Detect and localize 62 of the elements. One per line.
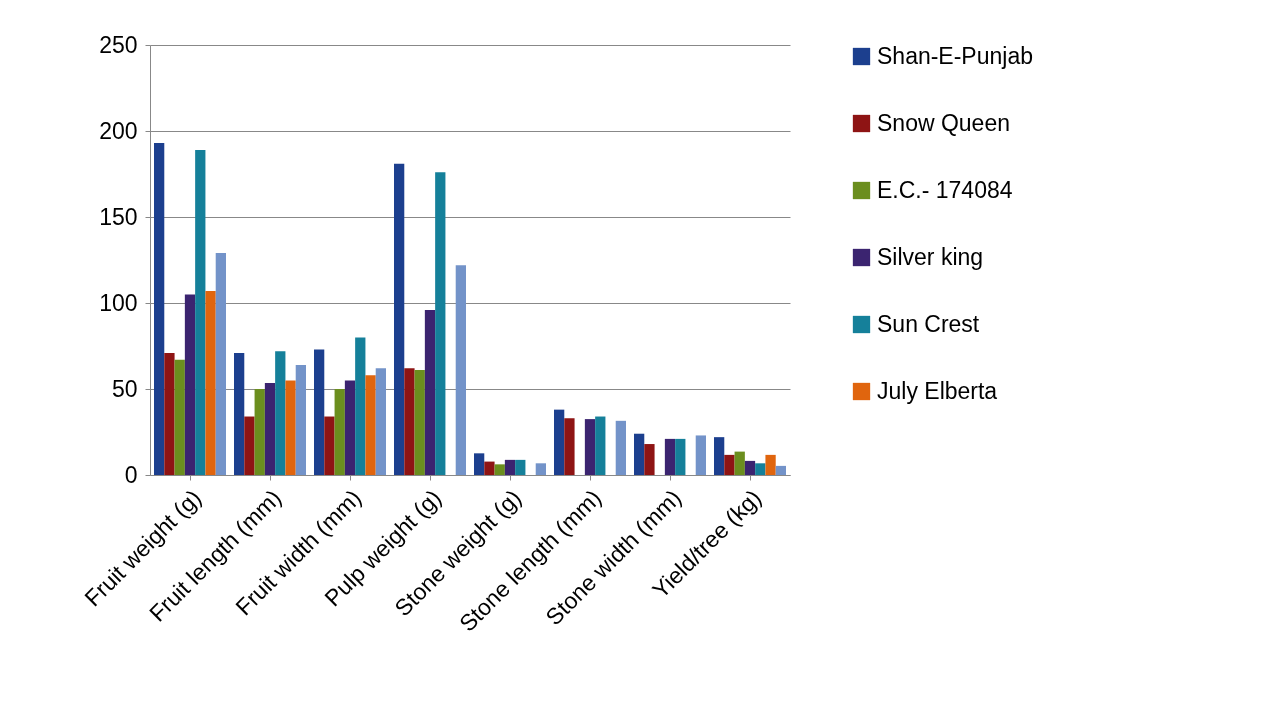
bar	[695, 435, 706, 475]
bar	[334, 389, 345, 475]
bar	[744, 460, 756, 475]
bar	[675, 438, 686, 475]
bar	[154, 143, 165, 475]
bar	[244, 416, 255, 475]
y-tick-label: 150	[99, 203, 138, 230]
bar	[404, 368, 415, 475]
bar	[494, 464, 505, 475]
bar	[375, 368, 386, 475]
y-tick-label: 200	[99, 117, 138, 144]
bar	[515, 459, 526, 475]
legend-label: Shan-E-Punjab	[877, 42, 1033, 69]
bar	[504, 459, 516, 475]
bar	[365, 375, 376, 475]
y-tick-label: 50	[111, 375, 138, 402]
bar	[254, 389, 265, 475]
bar	[484, 461, 495, 475]
bar	[535, 463, 546, 475]
bar	[275, 351, 286, 475]
bar	[424, 309, 436, 475]
bar	[295, 364, 306, 475]
bar	[564, 418, 575, 475]
bar	[724, 454, 735, 475]
bar	[664, 438, 676, 475]
legend-label: Snow Queen	[877, 109, 1010, 136]
bar	[324, 416, 335, 475]
bar	[455, 265, 466, 475]
bar	[435, 172, 446, 475]
bar	[394, 163, 405, 475]
bar	[765, 454, 776, 475]
bar	[205, 290, 216, 475]
y-tick-label: 0	[124, 461, 138, 488]
bar	[595, 416, 606, 475]
bar	[215, 253, 226, 475]
legend-label: July Elberta	[877, 377, 998, 404]
bar	[414, 370, 425, 475]
bar	[184, 294, 196, 475]
bar	[584, 419, 596, 475]
bar	[285, 380, 296, 475]
bar	[174, 359, 185, 475]
y-tick-label: 250	[99, 31, 138, 58]
bar	[164, 352, 175, 475]
y-tick-label: 100	[99, 289, 138, 316]
bar	[264, 382, 276, 475]
bar	[775, 465, 786, 475]
bar	[314, 349, 325, 475]
bar	[355, 337, 366, 475]
bar	[755, 463, 766, 475]
bar	[234, 352, 245, 475]
bar	[734, 451, 745, 475]
bar	[615, 420, 626, 475]
bar	[714, 437, 725, 475]
bar	[634, 433, 645, 475]
bar	[474, 453, 485, 475]
bar	[344, 380, 356, 475]
bar	[195, 149, 206, 475]
legend-label: Silver king	[877, 243, 984, 270]
bar	[554, 409, 565, 475]
legend-label: E.C.- 174084	[877, 176, 1013, 203]
bar	[644, 444, 655, 475]
legend-label: Sun Crest	[877, 310, 980, 337]
